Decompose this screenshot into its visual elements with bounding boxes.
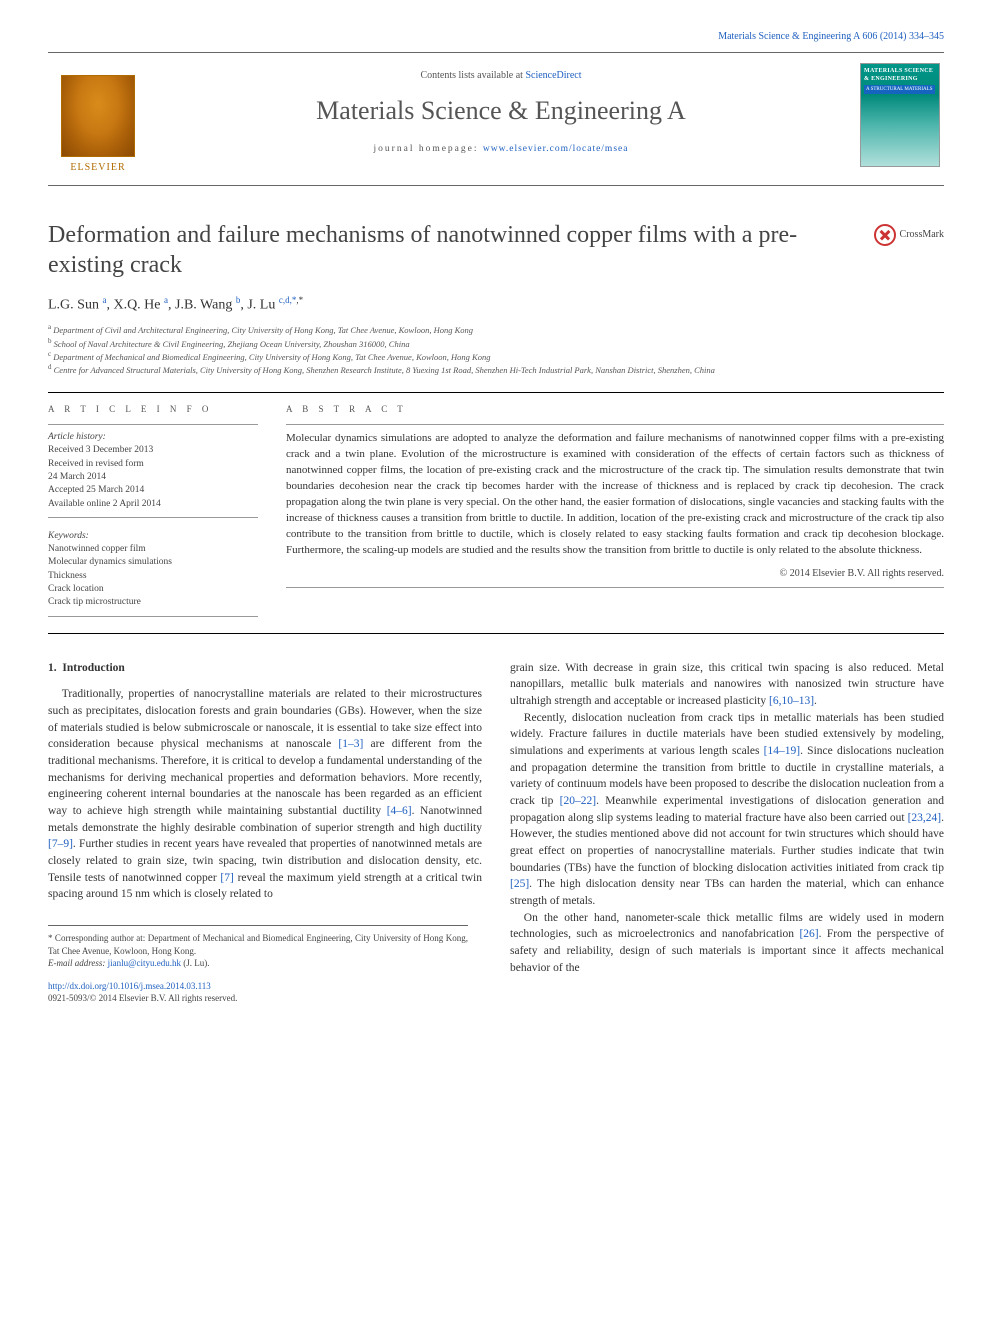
journal-masthead: ELSEVIER Contents lists available at Sci…	[48, 52, 944, 186]
author-name: L.G. Sun	[48, 298, 99, 313]
reference-link[interactable]: [7–9]	[48, 838, 73, 850]
corresponding-author-note: * Corresponding author at: Department of…	[48, 932, 468, 957]
contents-available-line: Contents lists available at ScienceDirec…	[158, 69, 844, 83]
keyword: Molecular dynamics simulations	[48, 556, 258, 569]
history-line: 24 March 2014	[48, 471, 258, 484]
publisher-logo[interactable]: ELSEVIER	[48, 53, 148, 185]
journal-cover-thumb[interactable]: MATERIALS SCIENCE & ENGINEERING A STRUCT…	[854, 53, 944, 185]
keyword: Crack tip microstructure	[48, 596, 258, 609]
journal-homepage-line: journal homepage: www.elsevier.com/locat…	[158, 143, 844, 156]
keywords-label: Keywords:	[48, 530, 258, 543]
history-line: Accepted 25 March 2014	[48, 484, 258, 497]
header-citation: Materials Science & Engineering A 606 (2…	[48, 30, 944, 44]
doi-link[interactable]: http://dx.doi.org/10.1016/j.msea.2014.03…	[48, 981, 211, 991]
citation-link[interactable]: Materials Science & Engineering A 606 (2…	[718, 31, 944, 42]
author-name: J.B. Wang	[175, 298, 232, 313]
author-name: X.Q. He	[113, 298, 160, 313]
abstract-heading: A B S T R A C T	[286, 403, 944, 416]
keywords-block: Keywords: Nanotwinned copper film Molecu…	[48, 524, 258, 617]
reference-link[interactable]: [25]	[510, 878, 529, 890]
reference-link[interactable]: [6,10–13]	[769, 695, 814, 707]
article-title: Deformation and failure mechanisms of na…	[48, 220, 808, 280]
article-body: 1. Introduction Traditionally, propertie…	[48, 660, 944, 1005]
article-info-heading: A R T I C L E I N F O	[48, 403, 258, 416]
affiliation-link[interactable]: a	[164, 295, 168, 305]
article-history: Article history: Received 3 December 201…	[48, 424, 258, 518]
email-link[interactable]: jianlu@cityu.edu.hk	[108, 958, 181, 968]
history-line: Received 3 December 2013	[48, 444, 258, 457]
reference-link[interactable]: [14–19]	[764, 745, 800, 757]
cover-subtitle-line: A STRUCTURAL MATERIALS	[864, 85, 935, 94]
affiliation-item: b School of Naval Architecture & Civil E…	[48, 337, 944, 350]
author-list: L.G. Sun a, X.Q. He a, J.B. Wang b, J. L…	[48, 294, 944, 315]
reference-link[interactable]: [20–22]	[560, 795, 596, 807]
abstract-text: Molecular dynamics simulations are adopt…	[286, 431, 944, 559]
divider	[286, 587, 944, 588]
crossmark-label: CrossMark	[900, 228, 944, 242]
corresponding-mark: ,*	[296, 295, 303, 305]
elsevier-tree-icon	[61, 75, 135, 157]
crossmark-icon	[874, 224, 896, 246]
journal-title: Materials Science & Engineering A	[158, 93, 844, 129]
email-line: E-mail address: jianlu@cityu.edu.hk (J. …	[48, 957, 468, 970]
issn-copyright: 0921-5093/© 2014 Elsevier B.V. All right…	[48, 992, 468, 1005]
author-name: J. Lu	[247, 298, 275, 313]
reference-link[interactable]: [26]	[799, 928, 818, 940]
keyword: Crack location	[48, 583, 258, 596]
history-line: Available online 2 April 2014	[48, 498, 258, 511]
crossmark-badge[interactable]: CrossMark	[874, 224, 944, 246]
body-paragraph: Recently, dislocation nucleation from cr…	[510, 710, 944, 910]
publisher-name: ELSEVIER	[70, 161, 125, 175]
affiliation-link[interactable]: c,d,*	[279, 295, 297, 305]
divider	[286, 424, 944, 425]
reference-link[interactable]: [1–3]	[338, 738, 363, 750]
history-label: Article history:	[48, 431, 258, 444]
reference-link[interactable]: [4–6]	[387, 805, 412, 817]
cover-title-line: MATERIALS SCIENCE & ENGINEERING	[864, 67, 936, 84]
divider	[48, 633, 944, 634]
affiliation-link[interactable]: b	[236, 295, 241, 305]
affiliation-item: c Department of Mechanical and Biomedica…	[48, 350, 944, 363]
affiliation-item: d Centre for Advanced Structural Materia…	[48, 363, 944, 376]
body-paragraph: On the other hand, nanometer-scale thick…	[510, 910, 944, 977]
keyword: Nanotwinned copper film	[48, 543, 258, 556]
body-paragraph: grain size. With decrease in grain size,…	[510, 660, 944, 710]
reference-link[interactable]: [7]	[220, 872, 233, 884]
affiliation-link[interactable]: a	[102, 295, 106, 305]
history-line: Received in revised form	[48, 458, 258, 471]
keyword: Thickness	[48, 570, 258, 583]
affiliation-list: a Department of Civil and Architectural …	[48, 323, 944, 376]
body-paragraph: Traditionally, properties of nanocrystal…	[48, 686, 482, 903]
divider	[48, 392, 944, 393]
sciencedirect-link[interactable]: ScienceDirect	[525, 70, 581, 81]
copyright-line: © 2014 Elsevier B.V. All rights reserved…	[286, 567, 944, 581]
corresponding-footer: * Corresponding author at: Department of…	[48, 925, 468, 1005]
journal-homepage-link[interactable]: www.elsevier.com/locate/msea	[483, 144, 629, 154]
reference-link[interactable]: [23,24]	[908, 812, 942, 824]
affiliation-item: a Department of Civil and Architectural …	[48, 323, 944, 336]
section-heading: 1. Introduction	[48, 660, 482, 677]
